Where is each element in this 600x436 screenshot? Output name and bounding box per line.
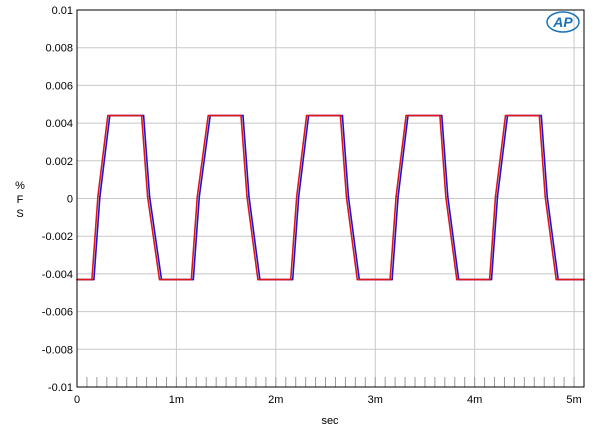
- series-2-point: [445, 195, 447, 198]
- series-2-point: [91, 278, 93, 281]
- series-2-point: [339, 114, 342, 117]
- series-2-point: [395, 195, 397, 198]
- y-tick-label: 0.008: [45, 43, 73, 55]
- series-1-point: [341, 114, 344, 117]
- x-tick-label: 0: [74, 394, 80, 406]
- series-2-point: [555, 278, 557, 281]
- series-2-point: [146, 195, 149, 198]
- plot-frame: [76, 9, 585, 388]
- series-2-point: [289, 278, 292, 281]
- x-tick-label: 3m: [368, 394, 383, 406]
- series-1-point: [291, 278, 294, 281]
- series-2-point: [257, 278, 259, 281]
- series-2-point: [190, 278, 193, 281]
- series-2-point: [405, 114, 407, 117]
- series-2-point: [158, 278, 161, 281]
- y-tick-label: -0.008: [42, 344, 73, 356]
- y-tick-label: 0: [67, 194, 73, 206]
- series-2-point: [196, 195, 199, 198]
- series-2-point: [345, 195, 348, 198]
- x-tick-label: 1m: [169, 394, 184, 406]
- y-tick-label: -0.01: [48, 382, 73, 394]
- series-2-point: [488, 278, 491, 281]
- series-2-point: [295, 195, 298, 198]
- series-1-point: [297, 195, 300, 198]
- y-tick-label: 0.002: [45, 156, 73, 168]
- x-tick-labels: 0 1m 2m 3m 4m 5m: [74, 394, 582, 406]
- series-1-point: [447, 195, 449, 198]
- x-tick-label: 2m: [268, 394, 283, 406]
- y-tick-label: -0.006: [42, 307, 73, 319]
- series-2-point: [305, 114, 308, 117]
- y-tick-label: 0.01: [52, 5, 73, 17]
- series-2-point: [140, 114, 143, 117]
- series-1-point: [391, 278, 393, 281]
- series-1-point: [397, 195, 399, 198]
- y-axis-title-line-1: %: [15, 180, 25, 192]
- y-axis-title-line-2: F: [17, 194, 24, 206]
- series-1-point: [242, 114, 244, 117]
- ap-logo-text: AP: [552, 14, 573, 30]
- x-tick-label: 5m: [566, 394, 581, 406]
- series-1-point: [546, 195, 549, 198]
- series-2-point: [538, 114, 541, 117]
- ap-logo: AP: [546, 11, 580, 33]
- series-1-point: [99, 195, 101, 198]
- series-1-point: [496, 195, 499, 198]
- series-2-point: [97, 195, 99, 198]
- series-2-point: [207, 114, 210, 117]
- y-tick-labels: 0.01 0.008 0.006 0.004 0.002 0 -0.002 -0.004 -0.…: [42, 5, 73, 394]
- y-tick-label: -0.002: [42, 231, 73, 243]
- series-2-point: [246, 195, 248, 198]
- series-2-point: [455, 278, 458, 281]
- series-2-point: [504, 114, 507, 117]
- series-1-point: [148, 195, 151, 198]
- y-axis-title-line-3: S: [16, 208, 23, 220]
- y-tick-label: 0.004: [45, 118, 73, 130]
- y-tick-label: -0.004: [42, 269, 73, 281]
- series-2-point: [356, 278, 359, 281]
- grid: [76, 9, 584, 388]
- series-2-point: [389, 278, 391, 281]
- minor-ticks: [76, 377, 585, 387]
- series-line-1: [77, 114, 584, 281]
- series-2-point: [240, 114, 242, 117]
- series-1-point: [540, 114, 543, 117]
- series-1-point: [198, 195, 201, 198]
- series-1-point: [347, 195, 350, 198]
- series-1-point: [142, 114, 145, 117]
- series-1-point: [441, 114, 443, 117]
- series-2-point: [439, 114, 441, 117]
- y-tick-label: 0.006: [45, 80, 73, 92]
- series-2-point: [494, 195, 497, 198]
- series-1-point: [192, 278, 195, 281]
- series-2-point: [107, 114, 109, 117]
- series-line-2: [77, 114, 584, 281]
- series-1-point: [93, 278, 95, 281]
- x-tick-label: 4m: [467, 394, 482, 406]
- series-1-point: [248, 195, 250, 198]
- x-axis-title: sec: [321, 415, 339, 427]
- series-2-point: [544, 195, 547, 198]
- plot-series: [76, 114, 585, 281]
- series-1-point: [490, 278, 493, 281]
